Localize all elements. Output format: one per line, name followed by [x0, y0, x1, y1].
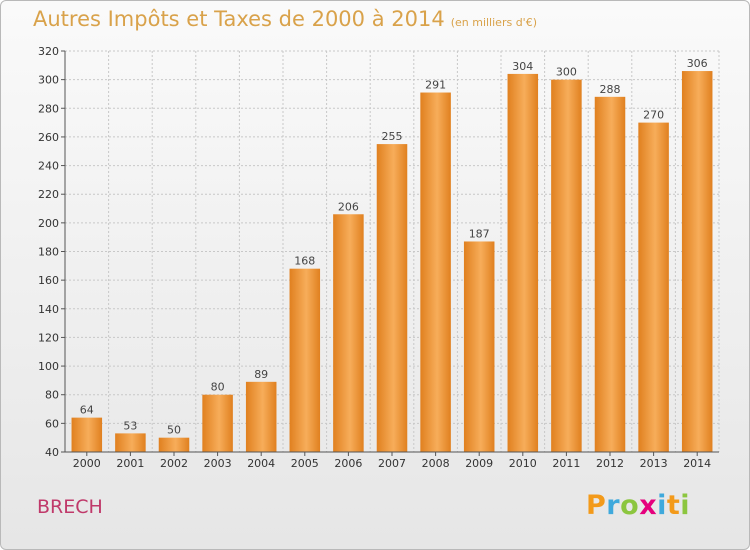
x-tick-label: 2009	[465, 457, 493, 470]
x-tick-label: 2001	[116, 457, 144, 470]
x-tick-label: 2013	[640, 457, 668, 470]
data-label-2002: 50	[167, 424, 181, 437]
commune-name: BRECH	[37, 496, 103, 518]
bar-2013	[638, 122, 669, 452]
data-label-2003: 80	[211, 381, 225, 394]
data-label-2007: 255	[382, 130, 403, 143]
logo-letter: i	[680, 490, 691, 521]
y-tick-label: 280	[38, 102, 59, 115]
data-label-2012: 288	[600, 83, 621, 96]
y-tick-label: 220	[38, 188, 59, 201]
data-label-2013: 270	[643, 109, 664, 122]
y-tick-label: 40	[45, 446, 59, 459]
y-tick-label: 260	[38, 131, 59, 144]
x-tick-label: 2000	[73, 457, 101, 470]
x-tick-label: 2011	[552, 457, 580, 470]
x-tick-label: 2012	[596, 457, 624, 470]
data-label-2011: 300	[556, 66, 577, 79]
bar-2000	[71, 417, 103, 452]
y-tick-label: 320	[38, 45, 59, 58]
logo-letter: x	[639, 490, 658, 521]
x-tick-label: 2010	[509, 457, 537, 470]
bar-2009	[463, 241, 495, 452]
proxiti-logo: Proxiti	[586, 490, 690, 521]
bar-2005	[289, 268, 321, 452]
y-tick-label: 140	[38, 303, 59, 316]
chart-title-text: Autres Impôts et Taxes de 2000 à 2014	[33, 7, 445, 31]
y-tick-label: 120	[38, 331, 59, 344]
data-label-2004: 89	[254, 368, 268, 381]
x-tick-label: 2014	[683, 457, 711, 470]
bar-2007	[376, 144, 408, 452]
y-tick-label: 80	[45, 389, 59, 402]
logo-letter: r	[606, 490, 621, 521]
data-label-2008: 291	[425, 79, 446, 92]
bar-2001	[115, 433, 146, 452]
bars: 64 53 50 80 89 168 206 255 291 187 304 300 288 270 306	[71, 57, 713, 453]
x-tick-label: 2005	[291, 457, 319, 470]
data-label-2009: 187	[469, 227, 490, 240]
bar-2006	[333, 214, 364, 452]
logo-letter: o	[620, 490, 640, 521]
x-tick-label: 2006	[334, 457, 362, 470]
data-label-2000: 64	[80, 404, 94, 417]
y-tick-label: 100	[38, 360, 59, 373]
data-label-2014: 306	[687, 57, 708, 70]
bar-2008	[420, 92, 451, 453]
logo-letter: P	[586, 490, 607, 521]
x-tick-label: 2008	[422, 457, 450, 470]
axes: 40 60 80 100 120 140 160 180 200 220 240 260 280 300 3…	[38, 45, 719, 470]
data-label-2006: 206	[338, 200, 359, 213]
y-tick-label: 60	[45, 417, 59, 430]
bar-2012	[594, 96, 626, 452]
chart-title: Autres Impôts et Taxes de 2000 à 2014 (en…	[33, 7, 537, 31]
y-tick-label: 300	[38, 74, 59, 87]
logo-letter: t	[666, 490, 681, 521]
bar-2003	[202, 394, 233, 452]
y-tick-label: 200	[38, 217, 59, 230]
y-tick-label: 240	[38, 160, 59, 173]
bar-2010	[507, 73, 539, 453]
x-tick-label: 2007	[378, 457, 406, 470]
bar-2014	[681, 71, 713, 453]
bar-2002	[158, 437, 190, 452]
x-tick-label: 2002	[160, 457, 188, 470]
x-tick-label: 2003	[204, 457, 232, 470]
data-label-2001: 53	[123, 419, 137, 432]
bar-2004	[245, 381, 277, 452]
chart-unit: (en milliers d'€)	[450, 16, 537, 29]
logo-letter: i	[657, 490, 667, 521]
data-label-2010: 304	[512, 60, 533, 73]
bar-2011	[551, 79, 582, 453]
y-tick-label: 180	[38, 246, 59, 259]
data-label-2005: 168	[294, 255, 315, 268]
y-tick-label: 160	[38, 274, 59, 287]
x-tick-label: 2004	[247, 457, 275, 470]
